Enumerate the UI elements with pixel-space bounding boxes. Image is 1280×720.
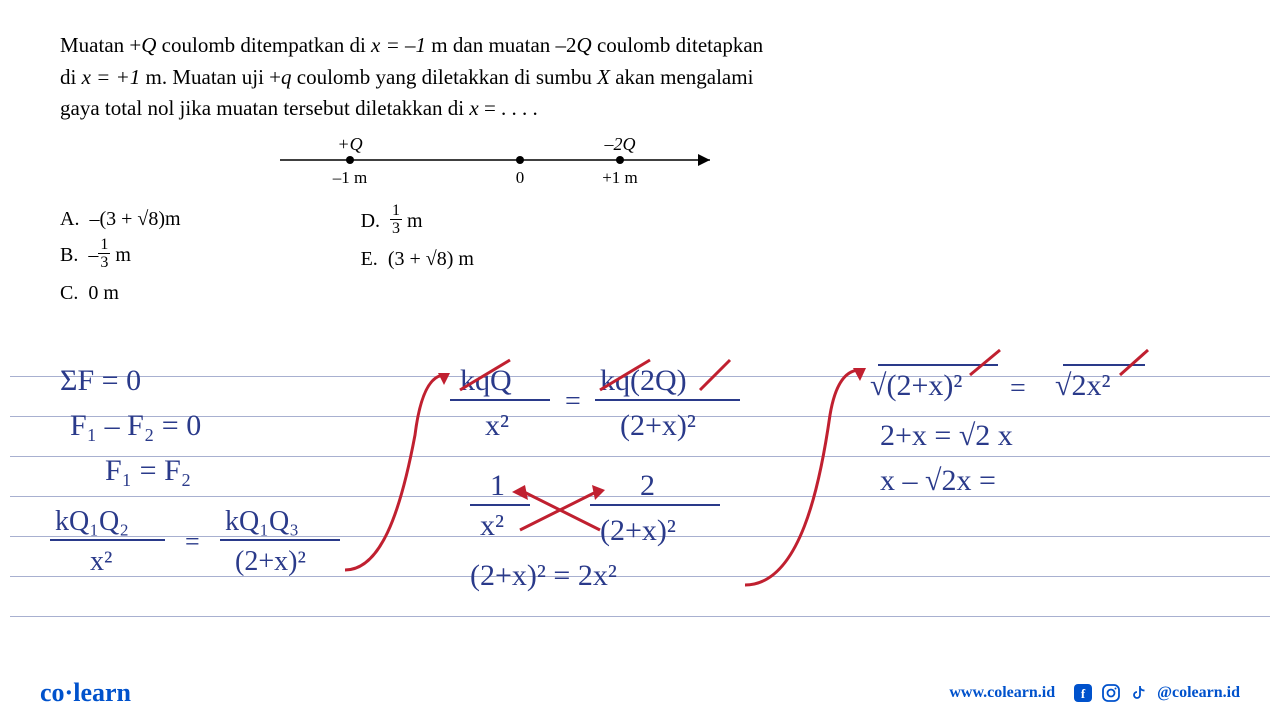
svg-text:(2+x)²: (2+x)²	[620, 409, 696, 442]
svg-text:x – √2x =: x – √2x =	[880, 464, 996, 497]
footer-url: www.colearn.id	[949, 684, 1055, 702]
svg-text:2: 2	[640, 469, 655, 502]
svg-text:F₁ – F₂ = 0: F₁ – F₂ = 0	[70, 409, 201, 442]
svg-text:+1 m: +1 m	[602, 168, 638, 187]
answer-choices: A. –(3 + √8)m B. –13 m C. 0 m D. 13 m E.…	[60, 205, 1220, 308]
svg-text:ΣF = 0: ΣF = 0	[60, 364, 141, 397]
svg-text:2+x = √2 x: 2+x = √2 x	[880, 419, 1013, 452]
svg-text:=: =	[565, 386, 581, 417]
svg-text:=: =	[1010, 373, 1026, 404]
svg-text:√(2+x)²: √(2+x)²	[870, 369, 962, 402]
footer-handle: @colearn.id	[1157, 684, 1240, 702]
svg-text:(2+x)²: (2+x)²	[235, 546, 306, 577]
handwriting-svg: ΣF = 0 F₁ – F₂ = 0 F₁ = F₂ kQ₁Q₂ x² = kQ…	[0, 335, 1280, 655]
svg-text:–1 m: –1 m	[332, 168, 367, 187]
svg-text:=: =	[185, 527, 200, 556]
svg-text:(2+x)² = 2x²: (2+x)² = 2x²	[470, 559, 617, 592]
social-icons: f @colearn.id	[1073, 683, 1240, 703]
choice-c: C. 0 m	[60, 279, 181, 307]
svg-text:1: 1	[490, 469, 505, 502]
choice-b: B. –13 m	[60, 239, 181, 274]
svg-text:0: 0	[516, 168, 525, 187]
facebook-icon: f	[1073, 683, 1093, 703]
tiktok-icon	[1129, 683, 1149, 703]
svg-text:kqQ: kqQ	[460, 364, 512, 397]
handwriting-area: ΣF = 0 F₁ – F₂ = 0 F₁ = F₂ kQ₁Q₂ x² = kQ…	[0, 335, 1280, 655]
number-line-diagram: +Q –2Q –1 m 0 +1 m	[260, 135, 760, 195]
footer: co·learn www.colearn.id f @colearn.id	[0, 678, 1280, 708]
instagram-icon	[1101, 683, 1121, 703]
svg-text:f: f	[1081, 686, 1086, 701]
svg-text:√2x²: √2x²	[1055, 369, 1110, 402]
choice-d: D. 13 m	[361, 205, 474, 240]
svg-text:–2Q: –2Q	[604, 135, 636, 154]
choice-e: E. (3 + √8) m	[361, 245, 474, 273]
svg-text:x²: x²	[480, 509, 504, 542]
svg-text:x²: x²	[90, 546, 112, 577]
diagram-svg: +Q –2Q –1 m 0 +1 m	[260, 135, 760, 195]
logo: co·learn	[40, 678, 131, 708]
question-text: Muatan +Q coulomb ditempatkan di x = –1 …	[60, 30, 1220, 125]
svg-text:(2+x)²: (2+x)²	[600, 514, 676, 547]
choice-a: A. –(3 + √8)m	[60, 205, 181, 233]
svg-text:kQ₁Q₂: kQ₁Q₂	[55, 506, 129, 537]
svg-text:F₁ = F₂: F₁ = F₂	[105, 454, 191, 487]
svg-text:+Q: +Q	[337, 135, 362, 154]
svg-text:kQ₁Q₃: kQ₁Q₃	[225, 506, 299, 537]
svg-text:x²: x²	[485, 409, 509, 442]
